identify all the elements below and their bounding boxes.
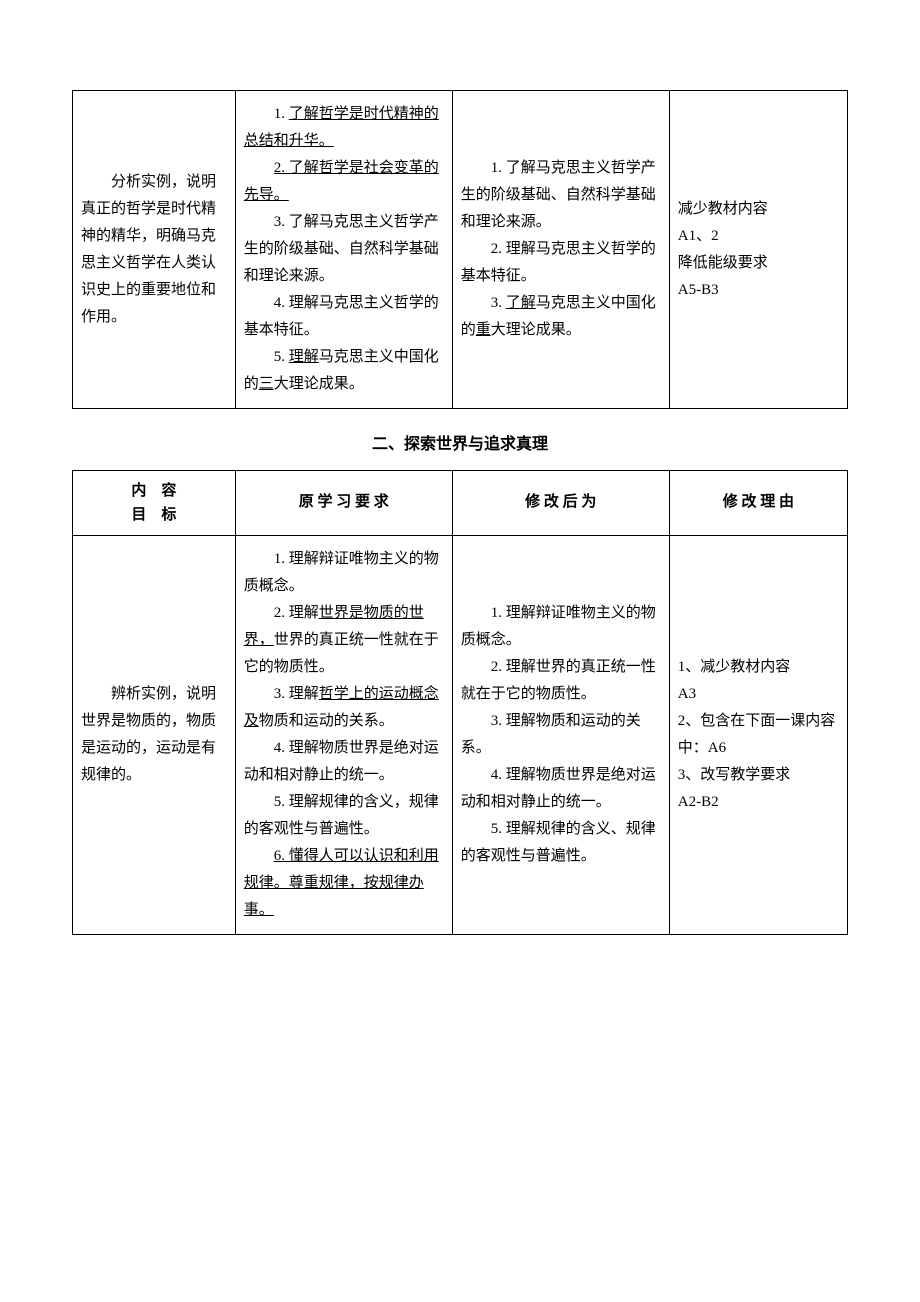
reason-line: A2-B2 — [678, 789, 839, 816]
orig-item: 2. 了解哲学是社会变革的先导。 — [244, 155, 444, 209]
header-original: 原 学 习 要 求 — [235, 470, 452, 535]
mod-item: 2. 理解马克思主义哲学的基本特征。 — [461, 236, 661, 290]
orig-item: 5. 理解规律的含义，规律的客观性与普遍性。 — [244, 789, 444, 843]
header-goal: 内 容 目 标 — [73, 470, 236, 535]
goal-cell: 分析实例，说明真正的哲学是时代精神的精华，明确马克思主义哲学在人类认识史上的重要… — [73, 91, 236, 409]
original-cell: 1. 理解辩证唯物主义的物质概念。 2. 理解世界是物质的世界，世界的真正统一性… — [235, 535, 452, 934]
mod-item: 3. 了解马克思主义中国化的重大理论成果。 — [461, 290, 661, 344]
orig-item: 2. 理解世界是物质的世界，世界的真正统一性就在于它的物质性。 — [244, 600, 444, 681]
table-1: 分析实例，说明真正的哲学是时代精神的精华，明确马克思主义哲学在人类认识史上的重要… — [72, 90, 848, 409]
mod-item: 5. 理解规律的含义、规律的客观性与普遍性。 — [461, 816, 661, 870]
original-cell: 1. 了解哲学是时代精神的总结和升华。 2. 了解哲学是社会变革的先导。 3. … — [235, 91, 452, 409]
goal-text: 分析实例，说明真正的哲学是时代精神的精华，明确马克思主义哲学在人类认识史上的重要… — [81, 169, 227, 331]
orig-item: 1. 了解哲学是时代精神的总结和升华。 — [244, 101, 444, 155]
modified-cell: 1. 理解辩证唯物主义的物质概念。 2. 理解世界的真正统一性就在于它的物质性。… — [452, 535, 669, 934]
reason-line: 1、减少教材内容 — [678, 654, 839, 681]
mod-item: 3. 理解物质和运动的关系。 — [461, 708, 661, 762]
reason-line: A5-B3 — [678, 277, 839, 304]
modified-cell: 1. 了解马克思主义哲学产生的阶级基础、自然科学基础和理论来源。 2. 理解马克… — [452, 91, 669, 409]
reason-line: 降低能级要求 — [678, 250, 839, 277]
header-reason: 修 改 理 由 — [669, 470, 847, 535]
orig-item: 5. 理解马克思主义中国化的三大理论成果。 — [244, 344, 444, 398]
orig-item: 4. 理解物质世界是绝对运动和相对静止的统一。 — [244, 735, 444, 789]
table-row: 分析实例，说明真正的哲学是时代精神的精华，明确马克思主义哲学在人类认识史上的重要… — [73, 91, 848, 409]
table-header-row: 内 容 目 标 原 学 习 要 求 修 改 后 为 修 改 理 由 — [73, 470, 848, 535]
orig-item: 6. 懂得人可以认识和利用规律。尊重规律，按规律办事。 — [244, 843, 444, 924]
reason-cell: 1、减少教材内容 A3 2、包含在下面一课内容中：A6 3、改写教学要求 A2-… — [669, 535, 847, 934]
goal-cell: 辨析实例，说明世界是物质的，物质是运动的，运动是有规律的。 — [73, 535, 236, 934]
reason-line: 2、包含在下面一课内容中：A6 — [678, 708, 839, 762]
orig-item: 3. 了解马克思主义哲学产生的阶级基础、自然科学基础和理论来源。 — [244, 209, 444, 290]
header-modified: 修 改 后 为 — [452, 470, 669, 535]
table-row: 辨析实例，说明世界是物质的，物质是运动的，运动是有规律的。 1. 理解辩证唯物主… — [73, 535, 848, 934]
orig-item: 1. 理解辩证唯物主义的物质概念。 — [244, 546, 444, 600]
reason-line: A1、2 — [678, 223, 839, 250]
reason-line: A3 — [678, 681, 839, 708]
mod-item: 2. 理解世界的真正统一性就在于它的物质性。 — [461, 654, 661, 708]
reason-cell: 减少教材内容 A1、2 降低能级要求 A5-B3 — [669, 91, 847, 409]
goal-text: 辨析实例，说明世界是物质的，物质是运动的，运动是有规律的。 — [81, 681, 227, 789]
mod-item: 1. 理解辩证唯物主义的物质概念。 — [461, 600, 661, 654]
mod-item: 4. 理解物质世界是绝对运动和相对静止的统一。 — [461, 762, 661, 816]
orig-item: 3. 理解哲学上的运动概念及物质和运动的关系。 — [244, 681, 444, 735]
section-2-title: 二、探索世界与追求真理 — [72, 431, 848, 460]
orig-item: 4. 理解马克思主义哲学的基本特征。 — [244, 290, 444, 344]
mod-item: 1. 了解马克思主义哲学产生的阶级基础、自然科学基础和理论来源。 — [461, 155, 661, 236]
table-2: 内 容 目 标 原 学 习 要 求 修 改 后 为 修 改 理 由 辨析实例，说… — [72, 470, 848, 935]
reason-line: 3、改写教学要求 — [678, 762, 839, 789]
reason-line: 减少教材内容 — [678, 196, 839, 223]
